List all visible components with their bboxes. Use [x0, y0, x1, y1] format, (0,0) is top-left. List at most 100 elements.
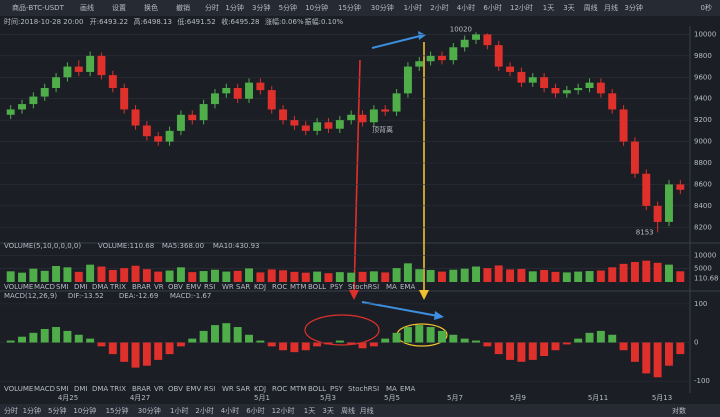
- tool-button[interactable]: 换色: [144, 3, 158, 12]
- macd-bar: [108, 342, 117, 355]
- tool-button[interactable]: 设置: [112, 3, 126, 12]
- period-button[interactable]: 1分钟: [225, 3, 243, 12]
- indicator-tab[interactable]: RSI: [204, 385, 215, 393]
- tool-button[interactable]: 撤销: [176, 3, 190, 12]
- period-button[interactable]: 4小时: [457, 3, 475, 12]
- candle-body: [665, 184, 673, 222]
- indicator-tab[interactable]: MTM: [290, 283, 306, 291]
- indicator-tab[interactable]: WR: [222, 283, 234, 291]
- period-button[interactable]: 分时: [4, 406, 18, 415]
- indicator-tab[interactable]: BOLL: [308, 283, 326, 291]
- period-button[interactable]: 30分钟: [138, 406, 161, 415]
- volume-bar: [233, 270, 242, 282]
- period-selector[interactable]: 3分钟: [624, 3, 642, 12]
- candle-body: [562, 90, 571, 94]
- period-button[interactable]: 1小时: [404, 3, 422, 12]
- period-button[interactable]: 12小时: [272, 406, 295, 415]
- period-button[interactable]: 1天: [543, 4, 554, 12]
- period-button[interactable]: 15分钟: [338, 3, 361, 12]
- period-button[interactable]: 6小时: [483, 3, 501, 12]
- period-button[interactable]: 1天: [304, 407, 315, 415]
- period-button[interactable]: 4小时: [221, 406, 239, 415]
- period-button[interactable]: 周线: [341, 406, 355, 415]
- trend-arrow: [371, 35, 421, 49]
- indicator-tab[interactable]: StochRSI: [348, 283, 379, 291]
- period-button[interactable]: 1小时: [170, 406, 188, 415]
- indicator-tab[interactable]: DMA: [92, 283, 108, 291]
- indicator-tab[interactable]: MA: [386, 385, 397, 393]
- indicator-tab[interactable]: OBV: [168, 385, 183, 393]
- volume-bar: [574, 271, 583, 282]
- indicator-tab[interactable]: MTM: [290, 385, 306, 393]
- indicator-tab[interactable]: VR: [154, 283, 164, 291]
- indicator-tab[interactable]: StochRSI: [348, 385, 379, 393]
- macd-bar: [142, 342, 151, 366]
- indicator-tab[interactable]: PSY: [330, 385, 344, 393]
- candle-body: [619, 109, 628, 142]
- period-button[interactable]: 3分钟: [252, 3, 270, 12]
- indicator-tab[interactable]: VR: [154, 385, 164, 393]
- indicator-tab[interactable]: SMI: [56, 283, 69, 291]
- indicator-tab[interactable]: MA: [386, 283, 397, 291]
- period-button[interactable]: 12小时: [510, 3, 533, 12]
- indicator-tab[interactable]: VOLUME: [4, 385, 33, 393]
- indicator-tab[interactable]: BRAR: [132, 283, 151, 291]
- log-toggle[interactable]: 对数: [672, 406, 686, 415]
- period-button[interactable]: 1分钟: [23, 406, 41, 415]
- period-button[interactable]: 2小时: [430, 3, 448, 12]
- candle-body: [233, 88, 242, 99]
- volume-legend: MA10:430.93: [213, 242, 260, 250]
- period-button[interactable]: 15分钟: [106, 406, 129, 415]
- y-tick-label: 8400: [694, 202, 712, 210]
- candle-body: [608, 93, 617, 110]
- period-button[interactable]: 10分钟: [305, 3, 328, 12]
- indicator-tab[interactable]: WR: [222, 385, 234, 393]
- indicator-tab[interactable]: BOLL: [308, 385, 326, 393]
- period-button[interactable]: 周线: [584, 3, 598, 12]
- indicator-tab[interactable]: KDJ: [254, 385, 266, 393]
- period-button[interactable]: 10分钟: [73, 406, 96, 415]
- indicator-tab[interactable]: TRIX: [109, 283, 126, 291]
- indicator-tab[interactable]: DMI: [74, 283, 88, 291]
- period-button[interactable]: 3天: [563, 4, 574, 12]
- indicator-tab[interactable]: KDJ: [254, 283, 266, 291]
- indicator-tab[interactable]: MACD: [34, 385, 55, 393]
- indicator-tab[interactable]: DMA: [92, 385, 108, 393]
- period-button[interactable]: 月线: [604, 3, 618, 12]
- candle-body: [63, 66, 72, 78]
- volume-bar: [29, 268, 38, 282]
- macd-bar: [154, 342, 163, 360]
- period-button[interactable]: 3天: [322, 407, 333, 415]
- indicator-tab[interactable]: DMI: [74, 385, 88, 393]
- indicator-tab[interactable]: OBV: [168, 283, 183, 291]
- tool-button[interactable]: 画线: [80, 3, 94, 12]
- indicator-tab[interactable]: SMI: [56, 385, 69, 393]
- annotation: 顶背离: [372, 125, 393, 134]
- indicator-tab[interactable]: VOLUME: [4, 283, 33, 291]
- period-button[interactable]: 月线: [360, 406, 374, 415]
- period-button[interactable]: 6小时: [246, 406, 264, 415]
- indicator-tab[interactable]: MACD: [34, 283, 55, 291]
- period-button[interactable]: 30分钟: [371, 3, 394, 12]
- indicator-tab[interactable]: ROC: [272, 385, 287, 393]
- period-button[interactable]: 2小时: [195, 406, 213, 415]
- indicator-tab[interactable]: ROC: [272, 283, 287, 291]
- candle-body: [381, 109, 390, 112]
- indicator-tab[interactable]: SAR: [236, 283, 250, 291]
- period-button[interactable]: 5分钟: [279, 3, 297, 12]
- indicator-tab[interactable]: EMA: [400, 385, 415, 393]
- indicator-tab[interactable]: SAR: [236, 385, 250, 393]
- volume-bar: [653, 262, 662, 282]
- indicator-tab[interactable]: TRIX: [109, 385, 126, 393]
- macd-bar: [642, 342, 651, 374]
- macd-bar: [290, 342, 299, 353]
- indicator-tab[interactable]: EMV: [186, 283, 201, 291]
- indicator-tab[interactable]: PSY: [330, 283, 344, 291]
- period-button[interactable]: 分时: [205, 3, 219, 12]
- indicator-tab[interactable]: EMA: [400, 283, 415, 291]
- period-button[interactable]: 5分钟: [48, 406, 66, 415]
- indicator-tab[interactable]: EMV: [186, 385, 201, 393]
- macd-bar: [199, 330, 208, 343]
- indicator-tab[interactable]: RSI: [204, 283, 215, 291]
- indicator-tab[interactable]: BRAR: [132, 385, 151, 393]
